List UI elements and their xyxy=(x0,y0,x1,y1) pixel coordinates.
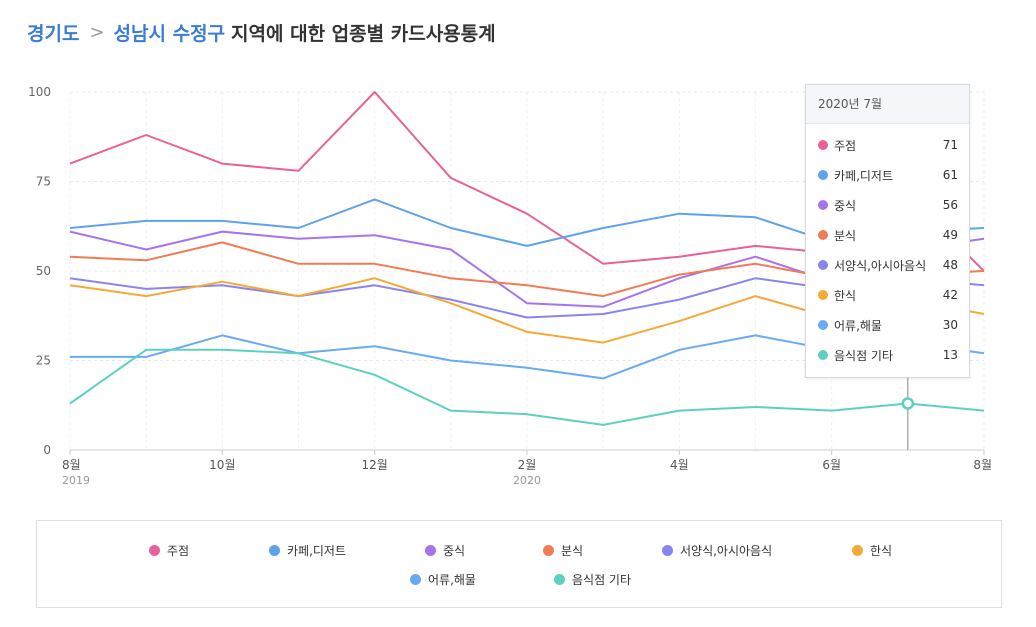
tooltip-series-name: 어류,해물 xyxy=(834,318,882,333)
legend-dot-icon xyxy=(852,545,863,556)
tooltip-series-name: 주점 xyxy=(834,138,857,153)
y-tick-label: 75 xyxy=(36,175,51,189)
tooltip-row: 음식점 기타 13 xyxy=(806,340,969,370)
series-dot-icon xyxy=(818,170,828,180)
x-tick-label: 6월 xyxy=(822,458,841,472)
tooltip-row: 서양식,아시아음식 48 xyxy=(806,250,969,280)
legend-dot-icon xyxy=(662,545,673,556)
legend-item[interactable]: 서양식,아시아음식 xyxy=(662,542,772,559)
tooltip-series-value: 42 xyxy=(942,288,958,302)
tooltip-row: 한식 42 xyxy=(806,280,969,310)
legend-item[interactable]: 카페,디저트 xyxy=(269,542,346,559)
breadcrumb-region[interactable]: 경기도 xyxy=(27,22,80,45)
hover-point xyxy=(901,397,915,410)
series-line-음식점 기타 xyxy=(69,348,985,426)
tooltip-series-value: 49 xyxy=(942,228,958,242)
tooltip-series-value: 71 xyxy=(942,138,958,152)
legend-dot-icon xyxy=(149,545,160,556)
legend-label: 어류,해물 xyxy=(428,573,476,587)
y-tick-label: 50 xyxy=(36,264,51,278)
x-tick-label: 10월 xyxy=(209,458,235,472)
y-tick-label: 25 xyxy=(36,354,51,368)
tooltip-row: 주점 71 xyxy=(806,130,969,160)
legend-dot-icon xyxy=(554,574,565,585)
series-dot-icon xyxy=(818,260,828,270)
x-tick-label: 8월 xyxy=(62,458,81,472)
legend-dot-icon xyxy=(543,545,554,556)
tooltip-series-value: 56 xyxy=(942,198,958,212)
tooltip-series-value: 61 xyxy=(942,168,958,182)
series-dot-icon xyxy=(818,200,828,210)
tooltip-row: 중식 56 xyxy=(806,190,969,220)
x-tick-label: 8월 xyxy=(973,458,992,472)
chart-tooltip: 2020년 7월 주점 71 카페,디저트 61 중식 56 분식 49 서양식,아시아음식 48… xyxy=(805,84,970,378)
x-tick-label: 12월 xyxy=(362,458,388,472)
legend-label: 중식 xyxy=(443,544,466,558)
tooltip-series-value: 13 xyxy=(942,348,958,362)
tooltip-series-name: 한식 xyxy=(834,288,857,303)
legend-label: 분식 xyxy=(561,544,584,558)
tooltip-title: 2020년 7월 xyxy=(806,85,969,124)
legend-item[interactable]: 중식 xyxy=(425,542,465,559)
tooltip-series-name: 서양식,아시아음식 xyxy=(834,258,927,273)
tooltip-series-value: 48 xyxy=(942,258,958,272)
x-tick-label: 2월 xyxy=(518,458,537,472)
tooltip-series-name: 카페,디저트 xyxy=(834,168,894,183)
tooltip-series-name: 음식점 기타 xyxy=(834,348,894,363)
legend-dot-icon xyxy=(269,545,280,556)
legend-label: 서양식,아시아음식 xyxy=(680,544,773,558)
y-tick-label: 100 xyxy=(28,85,51,99)
series-dot-icon xyxy=(818,230,828,240)
legend-label: 한식 xyxy=(870,544,893,558)
series-dot-icon xyxy=(818,290,828,300)
series-dot-icon xyxy=(818,140,828,150)
tooltip-row: 어류,해물 30 xyxy=(806,310,969,340)
legend-dot-icon xyxy=(410,574,421,585)
series-dot-icon xyxy=(818,350,828,360)
tooltip-series-name: 중식 xyxy=(834,198,857,213)
x-tick-year-label: 2019 xyxy=(62,474,90,487)
legend-label: 카페,디저트 xyxy=(287,544,347,558)
x-tick-label: 4월 xyxy=(670,458,689,472)
x-tick-year-label: 2020 xyxy=(513,474,541,487)
page-title: 지역에 대한 업종별 카드사용통계 xyxy=(231,22,496,45)
tooltip-row: 분식 49 xyxy=(806,220,969,250)
legend-item[interactable]: 한식 xyxy=(852,542,892,559)
legend-item[interactable]: 분식 xyxy=(543,542,583,559)
tooltip-series-value: 30 xyxy=(942,318,958,332)
legend-item[interactable]: 어류,해물 xyxy=(410,571,476,588)
legend-label: 주점 xyxy=(167,544,190,558)
breadcrumb-subregion[interactable]: 성남시 수정구 xyxy=(113,22,226,45)
legend-item[interactable]: 음식점 기타 xyxy=(554,571,631,588)
page-header: 경기도 > 성남시 수정구 지역에 대한 업종별 카드사용통계 xyxy=(27,16,496,48)
legend-dot-icon xyxy=(425,545,436,556)
breadcrumb-chevron-icon: > xyxy=(89,21,105,43)
y-tick-label: 0 xyxy=(43,443,51,457)
series-dot-icon xyxy=(818,320,828,330)
tooltip-row: 카페,디저트 61 xyxy=(806,160,969,190)
tooltip-series-name: 분식 xyxy=(834,228,857,243)
legend-item[interactable]: 주점 xyxy=(149,542,189,559)
legend-label: 음식점 기타 xyxy=(572,573,632,587)
